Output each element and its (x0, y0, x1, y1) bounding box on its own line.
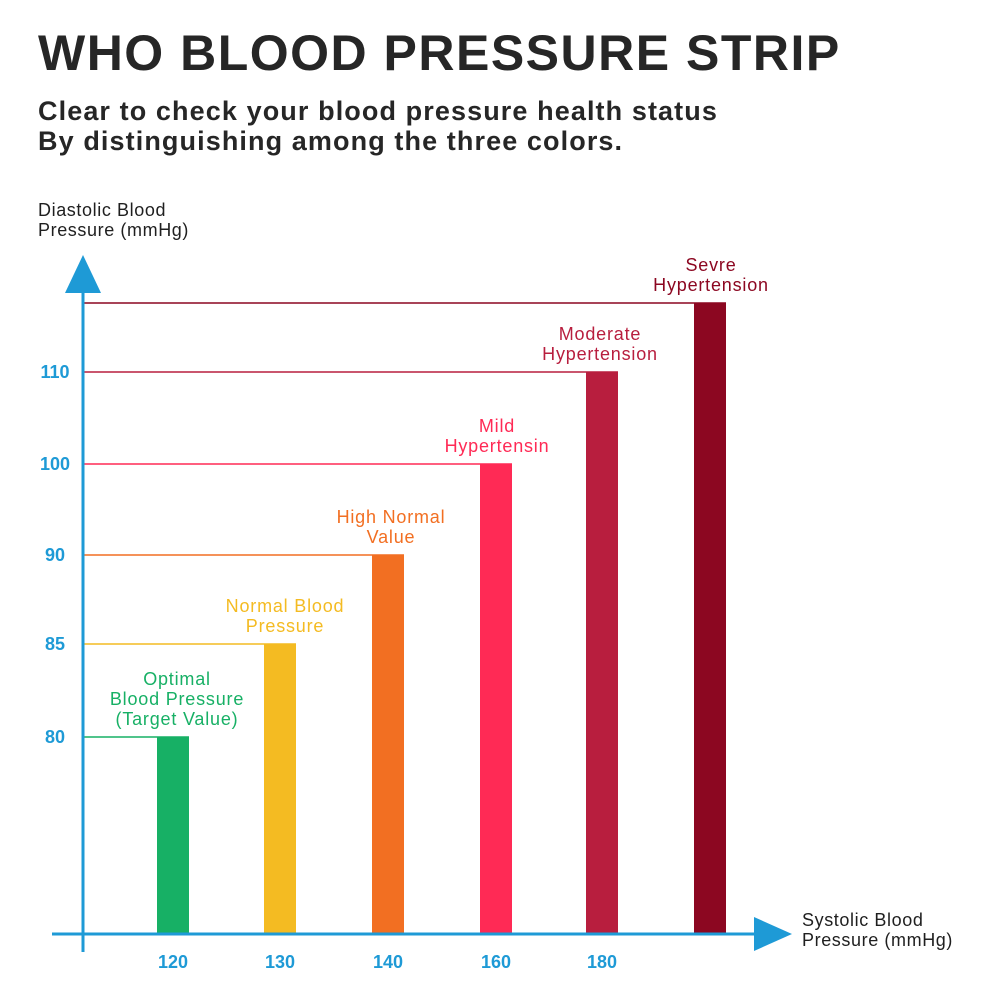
y-tick-label: 100 (40, 454, 70, 474)
category-label: Optimal (143, 669, 211, 689)
bar (694, 303, 726, 934)
category-label: (Target Value) (116, 709, 239, 729)
y-tick-label: 110 (40, 362, 69, 382)
x-axis-label: Systolic Blood (802, 910, 923, 930)
y-tick-label: 85 (45, 634, 65, 654)
x-tick-label: 130 (265, 952, 295, 972)
category-label: Value (367, 527, 416, 547)
subtitle-line-2: By distinguishing among the three colors… (38, 126, 624, 156)
y-tick-label: 80 (45, 727, 65, 747)
x-axis-label: Pressure (mmHg) (802, 930, 953, 950)
y-tick-label: 90 (45, 545, 65, 565)
category-label: Mild (479, 416, 515, 436)
y-axis-label: Pressure (mmHg) (38, 220, 189, 240)
category-label: Hypertensin (445, 436, 550, 456)
category-label: Blood Pressure (110, 689, 244, 709)
category-label: Pressure (246, 616, 324, 636)
bar (157, 737, 189, 934)
y-axis-arrow-icon (65, 255, 101, 293)
bar (480, 464, 512, 934)
page-title: WHO BLOOD PRESSURE STRIP (38, 25, 841, 81)
category-label: Moderate (559, 324, 641, 344)
category-label: Normal Blood (226, 596, 345, 616)
y-axis-label: Diastolic Blood (38, 200, 166, 220)
category-label: Hypertension (653, 275, 769, 295)
bar (264, 644, 296, 934)
category-label: Hypertension (542, 344, 658, 364)
x-axis-arrow-icon (754, 917, 792, 951)
x-tick-label: 180 (587, 952, 617, 972)
bar (372, 555, 404, 934)
x-tick-label: 140 (373, 952, 403, 972)
bar (586, 372, 618, 934)
x-tick-label: 120 (158, 952, 188, 972)
x-tick-label: 160 (481, 952, 511, 972)
category-label: Sevre (685, 255, 736, 275)
category-label: High Normal (337, 507, 446, 527)
subtitle-line-1: Clear to check your blood pressure healt… (38, 96, 718, 126)
